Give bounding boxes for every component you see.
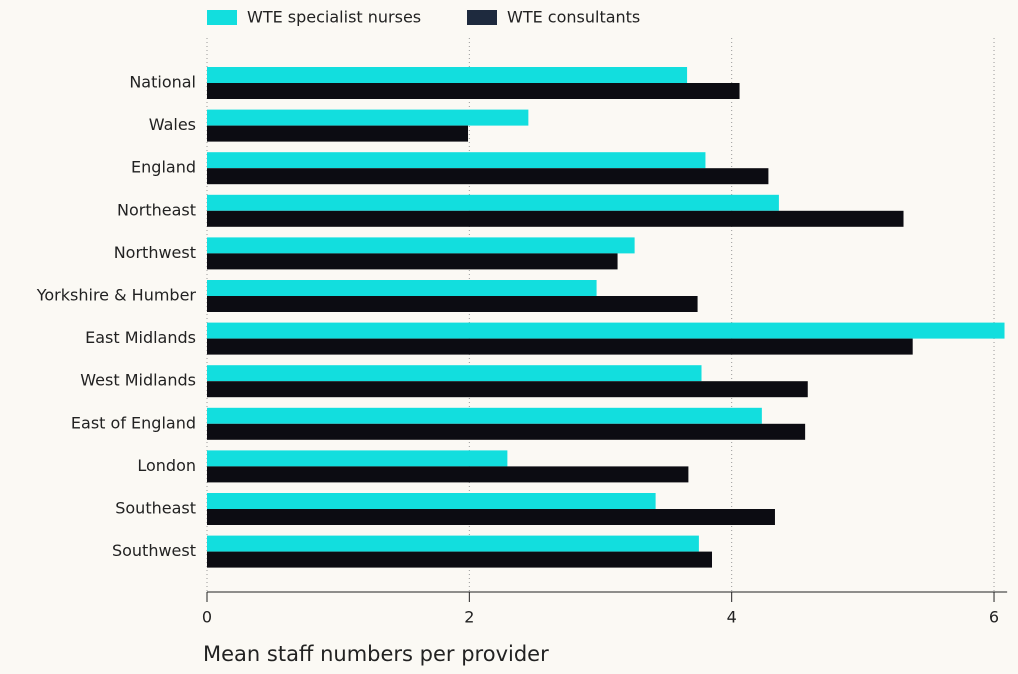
bar <box>207 280 597 296</box>
bar <box>207 125 469 142</box>
y-tick-label: East Midlands <box>85 328 196 347</box>
y-tick-label: East of England <box>71 413 196 432</box>
bar <box>207 407 762 424</box>
legend-swatch <box>467 10 497 25</box>
bar <box>207 253 618 270</box>
bar <box>207 450 508 467</box>
y-tick-label: Yorkshire & Humber <box>36 286 197 305</box>
y-tick-label: West Midlands <box>80 371 196 390</box>
bar <box>207 535 699 552</box>
x-tick-label: 0 <box>202 608 212 627</box>
legend-label: WTE consultants <box>507 8 640 27</box>
bar <box>207 296 698 312</box>
bar <box>207 67 688 83</box>
bar <box>207 237 635 254</box>
bar <box>207 168 769 185</box>
x-tick-label: 2 <box>464 608 474 627</box>
bar <box>207 109 529 126</box>
x-axis-label: Mean staff numbers per provider <box>203 642 549 666</box>
bar <box>207 551 713 568</box>
bar <box>207 152 706 169</box>
bar <box>207 423 806 440</box>
bar <box>207 210 904 227</box>
bar <box>207 509 775 525</box>
legend-label: WTE specialist nurses <box>247 8 421 27</box>
bar <box>207 466 689 483</box>
y-tick-label: Northwest <box>114 243 196 262</box>
y-tick-label: England <box>131 158 196 177</box>
y-tick-label: London <box>137 456 196 475</box>
x-tick-label: 6 <box>989 608 999 627</box>
legend-swatch <box>207 10 237 25</box>
y-tick-label: Wales <box>149 115 196 134</box>
y-tick-label: Northeast <box>117 200 196 219</box>
x-tick-label: 4 <box>727 608 737 627</box>
y-tick-label: Southwest <box>112 541 196 560</box>
bar <box>207 322 1005 339</box>
bar <box>207 194 779 211</box>
y-tick-label: National <box>129 73 196 92</box>
bar <box>207 381 808 398</box>
bar <box>207 493 656 509</box>
bar <box>207 365 702 382</box>
y-tick-label: Southeast <box>115 499 196 518</box>
bar <box>207 338 913 355</box>
bar <box>207 83 740 99</box>
